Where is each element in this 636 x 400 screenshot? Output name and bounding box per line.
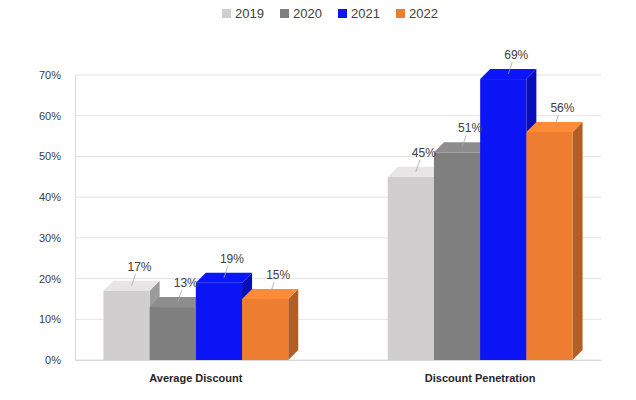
bar <box>103 291 149 360</box>
y-tick-label: 10% <box>39 313 61 325</box>
data-label: 45% <box>412 146 436 160</box>
grid <box>75 75 601 360</box>
legend-label: 2020 <box>293 6 322 21</box>
label-leader <box>416 160 420 172</box>
label-leader <box>270 282 274 294</box>
x-axis: Average Discount Discount Penetration <box>76 360 602 384</box>
y-tick-label: 40% <box>39 191 61 203</box>
y-tick: 30% <box>39 232 75 244</box>
bar <box>526 132 572 360</box>
legend-label: 2019 <box>235 6 264 21</box>
y-tick-label: 20% <box>39 273 61 285</box>
y-tick: 70% <box>39 69 75 81</box>
y-tick: 40% <box>39 191 75 203</box>
label-leader <box>508 62 512 74</box>
legend-label: 2022 <box>409 6 438 21</box>
bars <box>103 69 582 360</box>
y-tick-label: 70% <box>39 69 61 81</box>
bar <box>434 152 480 360</box>
bar <box>196 283 242 360</box>
y-tick: 50% <box>39 150 75 162</box>
data-label: 13% <box>174 276 198 290</box>
x-tick: Discount Penetration <box>425 360 536 384</box>
legend-swatch <box>396 9 405 18</box>
legend-swatch <box>280 9 289 18</box>
legend: 2019 2020 2021 2022 <box>222 6 438 21</box>
y-tick-label: 50% <box>39 150 61 162</box>
y-tick-label: 30% <box>39 232 61 244</box>
y-tick-label: 60% <box>39 110 61 122</box>
bar <box>388 177 434 360</box>
data-label: 17% <box>128 260 152 274</box>
data-label: 19% <box>220 252 244 266</box>
y-tick-label: 0% <box>45 354 61 366</box>
y-tick: 0% <box>45 354 75 366</box>
y-tick: 10% <box>39 313 75 325</box>
data-label: 51% <box>458 121 482 135</box>
label-leader <box>462 135 466 147</box>
x-tick: Average Discount <box>149 360 242 384</box>
legend-item: 2022 <box>396 6 438 21</box>
legend-swatch <box>222 9 231 18</box>
legend-item: 2019 <box>222 6 264 21</box>
x-axis-line <box>76 360 602 361</box>
data-label: 15% <box>266 268 290 282</box>
y-tick: 60% <box>39 110 75 122</box>
x-tick-label: Average Discount <box>149 372 242 384</box>
bar-side <box>573 122 583 360</box>
label-leader <box>178 290 182 302</box>
y-tick: 20% <box>39 273 75 285</box>
legend-item: 2021 <box>338 6 380 21</box>
x-tick-label: Discount Penetration <box>425 372 536 384</box>
legend-label: 2021 <box>351 6 380 21</box>
data-labels: 17% 45% 13% 51% 19% 69% 15% 56% <box>128 48 575 302</box>
data-label: 69% <box>504 48 528 62</box>
label-leader <box>132 274 136 286</box>
legend-item: 2020 <box>280 6 322 21</box>
data-label: 56% <box>550 101 574 115</box>
bar <box>242 299 288 360</box>
bar <box>150 307 196 360</box>
label-leader <box>224 266 228 278</box>
bar <box>480 79 526 360</box>
y-axis-line <box>75 76 76 361</box>
label-leader <box>554 115 558 127</box>
bar-side <box>288 289 298 360</box>
legend-swatch <box>338 9 347 18</box>
y-axis: 0% 10% 20% 30% 40% 50% 60% 70% <box>39 69 76 366</box>
chart: 0% 10% 20% 30% 40% 50% 60% 70% Average Discount D… <box>0 0 636 400</box>
